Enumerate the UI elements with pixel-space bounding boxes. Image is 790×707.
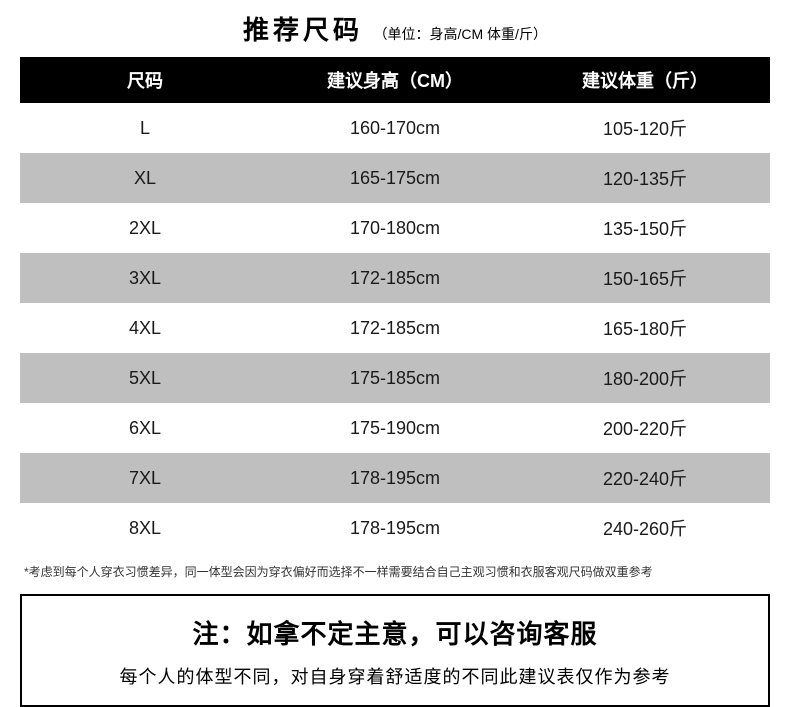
table-row: 5XL175-185cm180-200斤	[20, 353, 770, 403]
cell-weight: 150-165斤	[520, 253, 770, 303]
cell-weight: 180-200斤	[520, 353, 770, 403]
main-title: 推荐尺码	[243, 10, 363, 47]
cell-size: 2XL	[20, 203, 270, 253]
table-row: 2XL170-180cm135-150斤	[20, 203, 770, 253]
table-body: L160-170cm105-120斤 XL165-175cm120-135斤 2…	[20, 103, 770, 553]
col-weight: 建议体重（斤）	[520, 57, 770, 103]
cell-height: 178-195cm	[270, 503, 520, 553]
table-row: 8XL178-195cm240-260斤	[20, 503, 770, 553]
notice-body: 每个人的体型不同，对自身穿着舒适度的不同此建议表仅作为参考	[32, 663, 758, 689]
cell-weight: 240-260斤	[520, 503, 770, 553]
cell-height: 175-190cm	[270, 403, 520, 453]
table-row: 4XL172-185cm165-180斤	[20, 303, 770, 353]
title-row: 推荐尺码 （单位：身高/CM 体重/斤）	[20, 10, 770, 47]
cell-weight: 135-150斤	[520, 203, 770, 253]
col-size: 尺码	[20, 57, 270, 103]
notice-box: 注：如拿不定主意，可以咨询客服 每个人的体型不同，对自身穿着舒适度的不同此建议表…	[20, 594, 770, 707]
cell-height: 160-170cm	[270, 103, 520, 153]
notice-title: 注：如拿不定主意，可以咨询客服	[32, 614, 758, 651]
table-header-row: 尺码 建议身高（CM） 建议体重（斤）	[20, 57, 770, 103]
cell-weight: 120-135斤	[520, 153, 770, 203]
cell-weight: 220-240斤	[520, 453, 770, 503]
footnote: *考虑到每个人穿衣习惯差异，同一体型会因为穿衣偏好而选择不一样需要结合自己主观习…	[20, 563, 770, 580]
cell-size: 6XL	[20, 403, 270, 453]
cell-height: 178-195cm	[270, 453, 520, 503]
table-row: 3XL172-185cm150-165斤	[20, 253, 770, 303]
cell-size: 8XL	[20, 503, 270, 553]
cell-size: L	[20, 103, 270, 153]
cell-weight: 200-220斤	[520, 403, 770, 453]
cell-height: 165-175cm	[270, 153, 520, 203]
table-row: 6XL175-190cm200-220斤	[20, 403, 770, 453]
cell-weight: 165-180斤	[520, 303, 770, 353]
table-row: XL165-175cm120-135斤	[20, 153, 770, 203]
cell-size: 4XL	[20, 303, 270, 353]
size-table: 尺码 建议身高（CM） 建议体重（斤） L160-170cm105-120斤 X…	[20, 57, 770, 553]
cell-height: 172-185cm	[270, 303, 520, 353]
cell-size: 3XL	[20, 253, 270, 303]
cell-height: 172-185cm	[270, 253, 520, 303]
cell-height: 175-185cm	[270, 353, 520, 403]
sub-title: （单位：身高/CM 体重/斤）	[374, 24, 547, 44]
table-row: L160-170cm105-120斤	[20, 103, 770, 153]
cell-height: 170-180cm	[270, 203, 520, 253]
cell-size: 5XL	[20, 353, 270, 403]
table-row: 7XL178-195cm220-240斤	[20, 453, 770, 503]
cell-size: 7XL	[20, 453, 270, 503]
cell-size: XL	[20, 153, 270, 203]
col-height: 建议身高（CM）	[270, 57, 520, 103]
cell-weight: 105-120斤	[520, 103, 770, 153]
